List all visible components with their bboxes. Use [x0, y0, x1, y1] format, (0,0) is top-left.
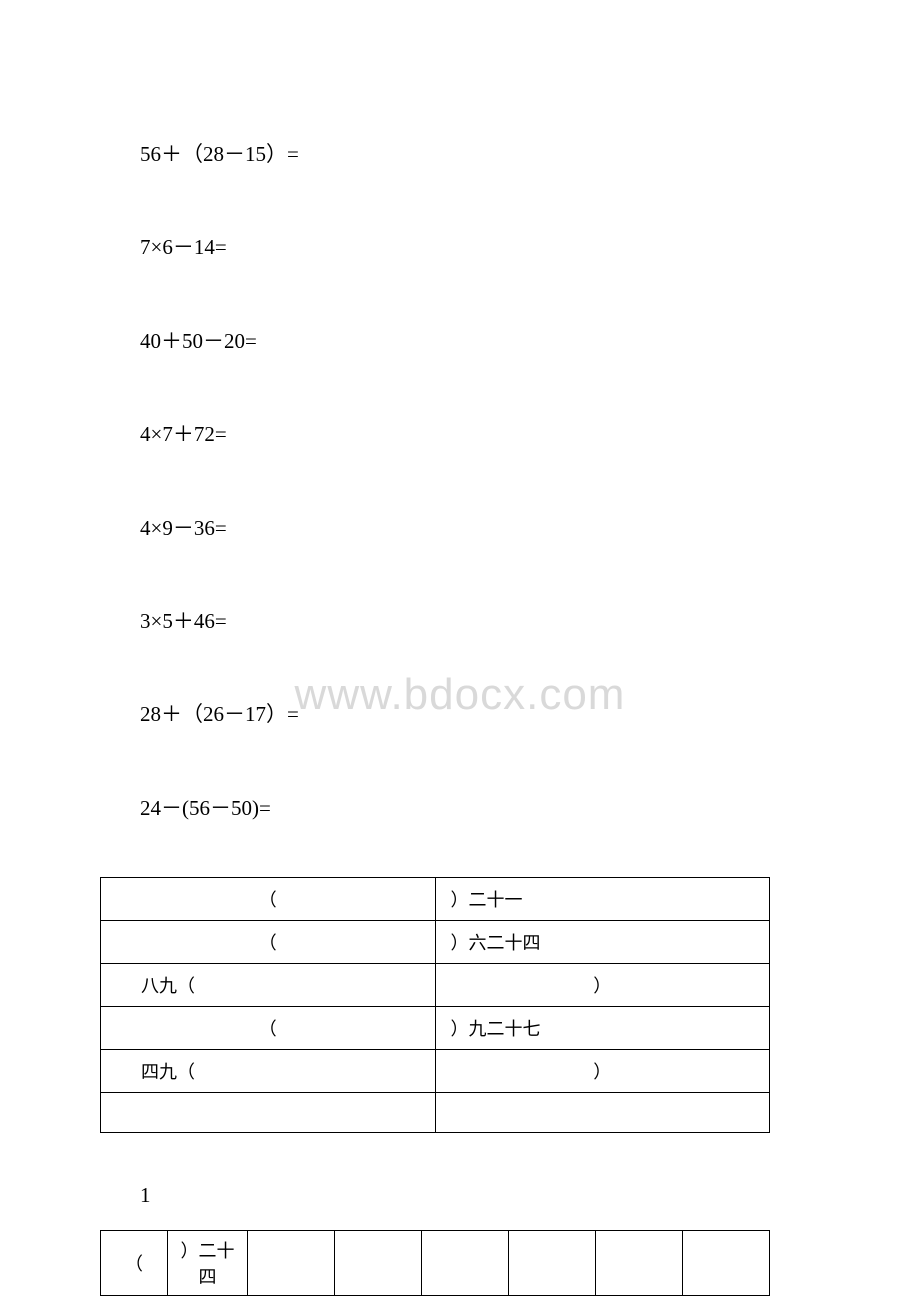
table-cell-left: （: [101, 878, 436, 921]
table-cell-right: ）二十一: [435, 878, 770, 921]
table-row: （ ）二十一: [101, 878, 770, 921]
equation-7: 28＋（26－17）=: [140, 700, 780, 729]
table-cell: [248, 1231, 335, 1296]
table-cell: [422, 1231, 509, 1296]
table-cell-right: ）: [435, 1050, 770, 1093]
table-cell-left: 八九（: [101, 964, 436, 1007]
equation-4: 4×7＋72=: [140, 420, 780, 449]
page-content: 56＋（28－15）= 7×6－14= 40＋50－20= 4×7＋72= 4×…: [140, 140, 780, 1296]
equation-5: 4×9－36=: [140, 514, 780, 543]
table-row: 八九（ ）: [101, 964, 770, 1007]
equation-2: 7×6－14=: [140, 233, 780, 262]
table-row: （ ）二十四: [101, 1231, 770, 1296]
equation-1: 56＋（28－15）=: [140, 140, 780, 169]
table-cell: [596, 1231, 683, 1296]
section-number: 1: [140, 1183, 780, 1208]
equation-8: 24－(56－50)=: [140, 794, 780, 823]
table-cell-left: [101, 1093, 436, 1133]
table-cell-right: ）六二十四: [435, 921, 770, 964]
table-cell-left: （: [101, 1007, 436, 1050]
fill-blank-table-2: （ ）二十四: [100, 1230, 770, 1296]
equation-6: 3×5＋46=: [140, 607, 780, 636]
equation-3: 40＋50－20=: [140, 327, 780, 356]
table-cell-right: [435, 1093, 770, 1133]
table-row: 四九（ ）: [101, 1050, 770, 1093]
table-cell: （: [101, 1231, 168, 1296]
table-row: （ ）六二十四: [101, 921, 770, 964]
table-row: （ ）九二十七: [101, 1007, 770, 1050]
table-cell: [509, 1231, 596, 1296]
table-cell-left: （: [101, 921, 436, 964]
table-cell-right: ）九二十七: [435, 1007, 770, 1050]
table-cell: ）二十四: [167, 1231, 247, 1296]
table-row: [101, 1093, 770, 1133]
table-cell: [335, 1231, 422, 1296]
table-cell-right: ）: [435, 964, 770, 1007]
fill-blank-table-1: （ ）二十一 （ ）六二十四 八九（ ） （ ）九二十七 四九（ ）: [100, 877, 770, 1133]
table-cell: [683, 1231, 770, 1296]
table-cell-left: 四九（: [101, 1050, 436, 1093]
